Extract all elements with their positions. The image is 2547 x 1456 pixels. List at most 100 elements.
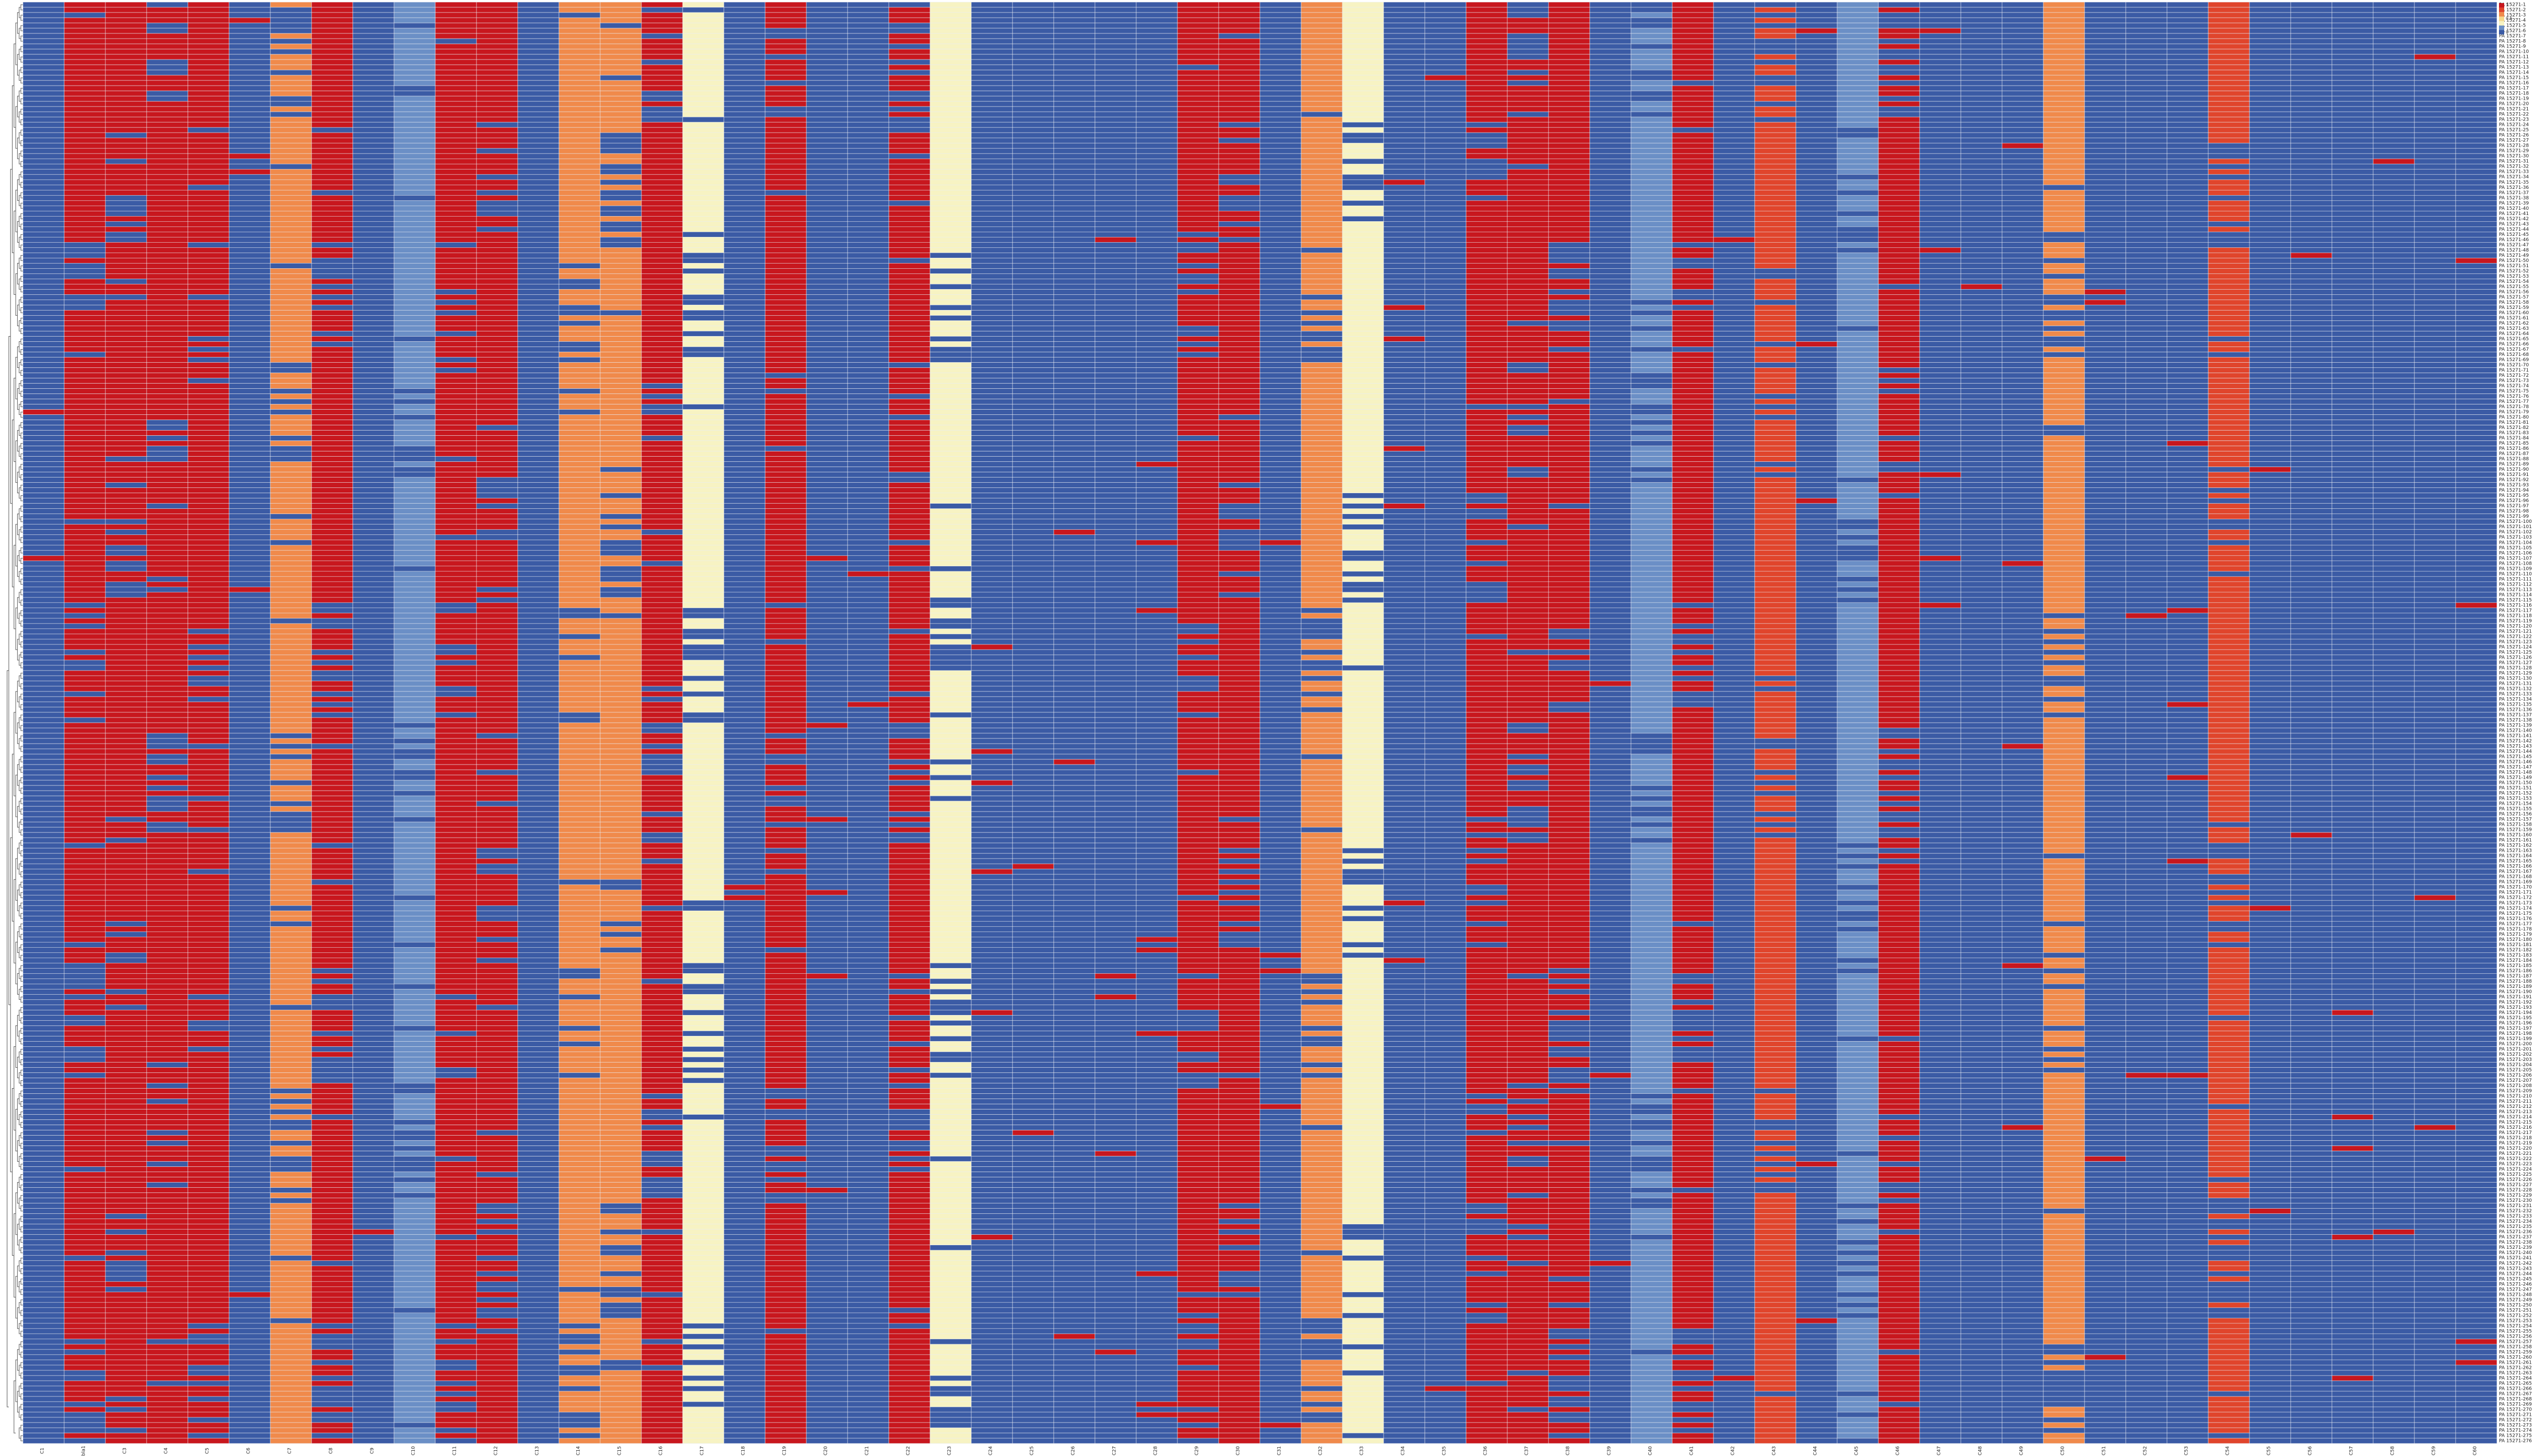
heatmap-cell (105, 237, 147, 243)
heatmap-cell (22, 748, 65, 755)
heatmap-cell (394, 529, 436, 535)
heatmap-cell (394, 1005, 436, 1010)
heatmap-cell (435, 1177, 477, 1183)
heatmap-cell (394, 205, 436, 211)
heatmap-cell (682, 874, 724, 880)
heatmap-cell (22, 1015, 65, 1021)
heatmap-cell (476, 1302, 518, 1308)
heatmap-cell (146, 22, 188, 29)
heatmap-cell (394, 253, 436, 258)
heatmap-cell (600, 38, 642, 44)
heatmap-cell (311, 1354, 353, 1360)
heatmap-cell (22, 399, 65, 404)
heatmap-cell (435, 127, 477, 133)
heatmap-cell (476, 937, 518, 942)
heatmap-cell (394, 1250, 436, 1256)
dendrogram-branch (20, 328, 23, 334)
heatmap-cell (229, 999, 271, 1005)
heatmap-cell (435, 1182, 477, 1188)
heatmap-cell (311, 665, 353, 671)
heatmap-cell (641, 200, 683, 206)
heatmap-cell (105, 116, 147, 123)
heatmap-cell (641, 414, 683, 420)
heatmap-cell (64, 879, 106, 885)
heatmap-cell (476, 915, 518, 922)
heatmap-cell (187, 253, 230, 258)
heatmap-cell (476, 1422, 518, 1428)
heatmap-cell (105, 555, 147, 562)
heatmap-cell (229, 7, 271, 13)
heatmap-cell (682, 623, 724, 629)
heatmap-cell (435, 842, 477, 849)
heatmap-cell (352, 984, 395, 989)
heatmap-cell (682, 33, 724, 39)
heatmap-cell (311, 425, 353, 431)
heatmap-cell (270, 1260, 312, 1267)
heatmap-cell (517, 1391, 560, 1397)
heatmap-cell (476, 973, 518, 979)
heatmap-cell (394, 701, 436, 708)
heatmap-cell (394, 451, 436, 457)
heatmap-cell (394, 816, 436, 822)
heatmap-cell (146, 341, 188, 347)
heatmap-cell (600, 1286, 642, 1293)
heatmap-cell (146, 555, 188, 562)
heatmap-cell (352, 1213, 395, 1219)
heatmap-cell (187, 137, 230, 144)
heatmap-cell (558, 127, 601, 133)
heatmap-cell (187, 1099, 230, 1104)
heatmap-cell (435, 64, 477, 70)
heatmap-cell (517, 874, 560, 880)
heatmap-cell (435, 17, 477, 23)
dendrogram-branch (20, 965, 23, 971)
heatmap-cell (517, 879, 560, 885)
heatmap-cell (558, 1349, 601, 1355)
heatmap-cell (600, 451, 642, 457)
heatmap-cell (641, 310, 683, 316)
heatmap-cell (641, 576, 683, 582)
heatmap-cell (105, 733, 147, 739)
heatmap-cell (476, 404, 518, 410)
heatmap-cell (146, 232, 188, 237)
heatmap-cell (558, 816, 601, 822)
heatmap-cell (394, 1260, 436, 1267)
heatmap-cell (229, 748, 271, 755)
heatmap-cell (435, 1041, 477, 1047)
heatmap-cell (64, 832, 106, 838)
heatmap-cell (641, 106, 683, 112)
heatmap-cell (270, 1417, 312, 1423)
heatmap-cell (435, 1250, 477, 1256)
heatmap-cell (22, 200, 65, 206)
heatmap-cell (435, 1057, 477, 1063)
heatmap-cell (476, 1025, 518, 1031)
heatmap-cell (146, 524, 188, 530)
heatmap-cell (352, 446, 395, 451)
heatmap-cell (352, 1333, 395, 1340)
heatmap-cell (394, 1271, 436, 1277)
heatmap-cell (435, 618, 477, 624)
heatmap-cell (64, 1151, 106, 1156)
heatmap-cell (187, 1208, 230, 1214)
heatmap-cell (394, 54, 436, 60)
heatmap-cell (270, 1072, 312, 1078)
heatmap-cell (435, 1302, 477, 1308)
heatmap-cell (311, 1198, 353, 1203)
heatmap-cell (270, 1046, 312, 1052)
heatmap-cell (64, 529, 106, 535)
heatmap-cell (600, 189, 642, 196)
heatmap-cell (641, 842, 683, 849)
heatmap-cell (187, 1166, 230, 1172)
heatmap-cell (229, 984, 271, 989)
heatmap-cell (600, 952, 642, 958)
heatmap-cell (105, 628, 147, 635)
heatmap-cell (270, 373, 312, 378)
heatmap-cell (394, 1036, 436, 1042)
heatmap-cell (352, 1219, 395, 1224)
heatmap-cell (394, 1229, 436, 1235)
heatmap-cell (517, 1192, 560, 1198)
heatmap-cell (641, 754, 683, 760)
heatmap-cell (270, 832, 312, 838)
heatmap-cell (682, 915, 724, 922)
heatmap-cell (311, 116, 353, 123)
heatmap-cell (682, 461, 724, 467)
